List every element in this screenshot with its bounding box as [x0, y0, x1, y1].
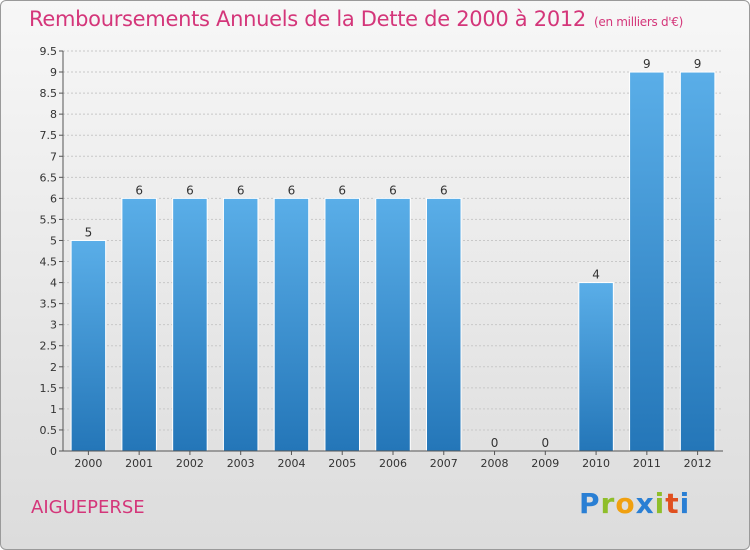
- data-label-2012: 9: [694, 57, 702, 71]
- x-tick-label-2008: 2008: [481, 457, 509, 470]
- data-label-2011: 9: [643, 57, 651, 71]
- y-tick-label: 7.5: [40, 129, 58, 142]
- commune-name: AIGUEPERSE: [31, 497, 145, 518]
- data-label-2007: 6: [440, 183, 448, 197]
- x-tick-label-2012: 2012: [684, 457, 712, 470]
- x-tick-label-2001: 2001: [125, 457, 153, 470]
- x-tick-label-2005: 2005: [328, 457, 356, 470]
- y-tick-label: 9: [50, 66, 57, 79]
- y-tick-label: 3.5: [40, 298, 58, 311]
- x-tick-label-2000: 2000: [74, 457, 102, 470]
- proxiti-logo: Proxiti: [579, 487, 691, 520]
- y-tick-label: 9.5: [40, 45, 58, 58]
- bar-2011: [629, 71, 665, 452]
- x-tick-label-2006: 2006: [379, 457, 407, 470]
- data-label-2010: 4: [592, 268, 600, 282]
- x-tick-label-2002: 2002: [176, 457, 204, 470]
- y-tick-label: 5: [50, 234, 57, 247]
- y-tick-label: 8: [50, 108, 57, 121]
- y-tick-label: 7: [50, 150, 57, 163]
- bar-2005: [324, 197, 360, 452]
- y-tick-label: 1.5: [40, 382, 58, 395]
- bar-2006: [375, 197, 411, 452]
- bar-2003: [222, 197, 259, 452]
- y-tick-label: 4.5: [40, 256, 58, 269]
- y-tick-label: 3: [50, 319, 57, 332]
- y-tick-label: 1: [50, 403, 57, 416]
- x-tick-label-2004: 2004: [277, 457, 305, 470]
- y-tick-label: 0.5: [40, 424, 58, 437]
- bar-2010: [578, 282, 614, 452]
- bar-2012: [679, 71, 716, 452]
- data-label-2008: 0: [491, 436, 499, 450]
- data-label-2003: 6: [237, 183, 245, 197]
- x-tick-label-2011: 2011: [633, 457, 661, 470]
- y-tick-label: 2.5: [40, 340, 58, 353]
- x-tick-label-2007: 2007: [430, 457, 458, 470]
- chart-title: Remboursements Annuels de la Dette de 20…: [29, 7, 683, 31]
- data-label-2001: 6: [135, 183, 143, 197]
- data-label-2005: 6: [338, 183, 346, 197]
- x-tick-label-2010: 2010: [582, 457, 610, 470]
- bar-2001: [121, 197, 157, 452]
- bar-2000: [70, 239, 107, 452]
- y-tick-label: 8.5: [40, 87, 58, 100]
- y-tick-label: 4: [50, 277, 57, 290]
- y-tick-label: 2: [50, 361, 57, 374]
- bar-2007: [426, 197, 462, 452]
- bar-2002: [172, 197, 208, 452]
- title-text: Remboursements Annuels de la Dette de 20…: [29, 7, 586, 31]
- y-tick-label: 0: [50, 445, 57, 458]
- bar-2004: [273, 197, 310, 452]
- y-tick-label: 5.5: [40, 213, 58, 226]
- data-label-2002: 6: [186, 183, 194, 197]
- data-label-2009: 0: [541, 436, 549, 450]
- x-tick-label-2009: 2009: [531, 457, 559, 470]
- x-tick-label-2003: 2003: [227, 457, 255, 470]
- data-label-2006: 6: [389, 183, 397, 197]
- unit-label: (en milliers d'€): [594, 15, 684, 29]
- data-label-2000: 5: [85, 225, 93, 239]
- data-label-2004: 6: [288, 183, 296, 197]
- y-tick-label: 6.5: [40, 171, 58, 184]
- y-tick-label: 6: [50, 192, 57, 205]
